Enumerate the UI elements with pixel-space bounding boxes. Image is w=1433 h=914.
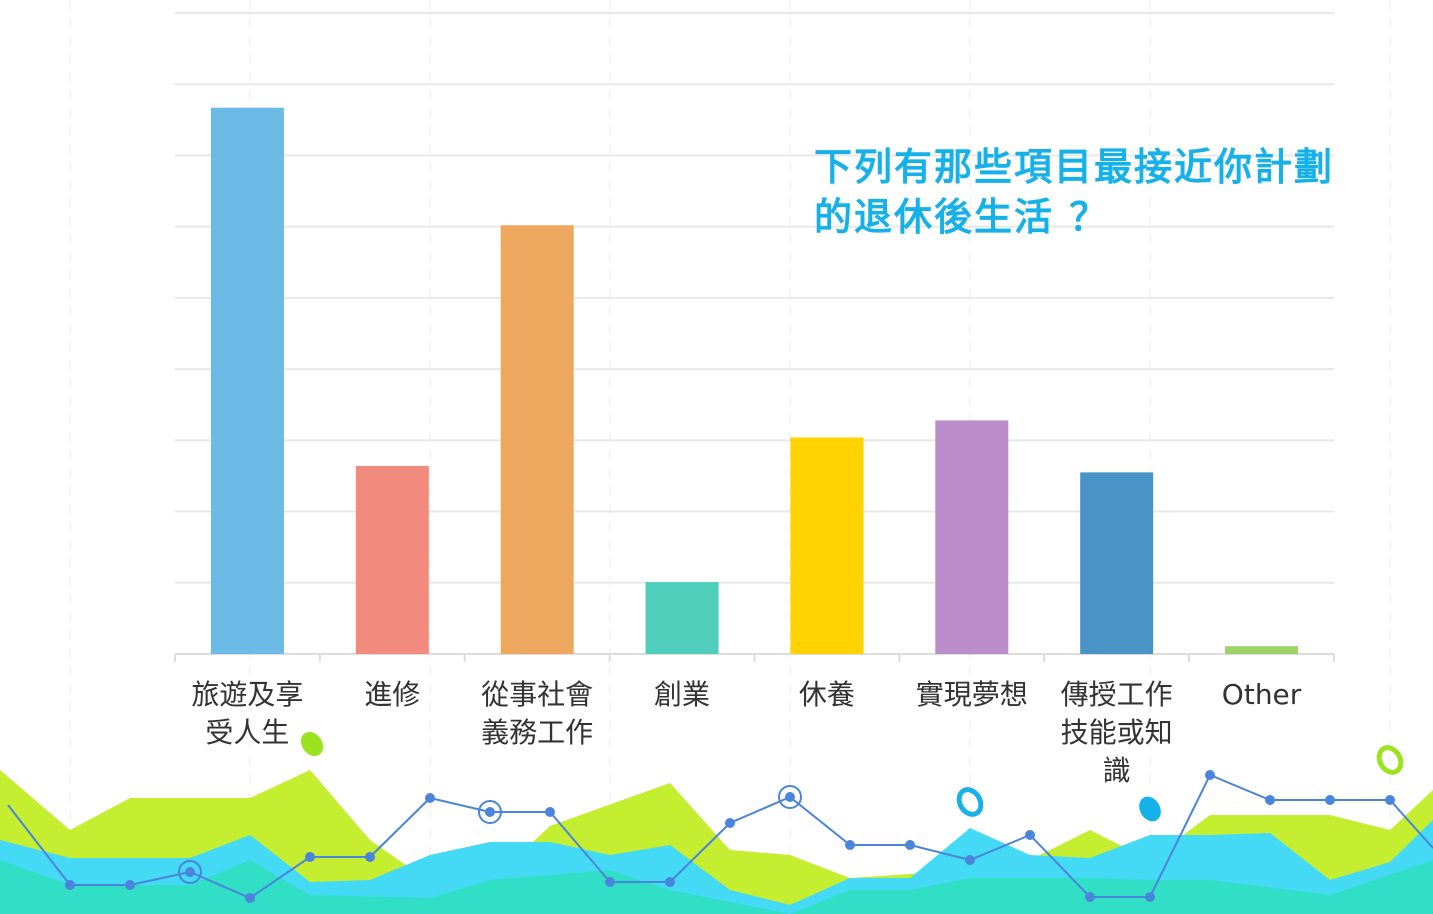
x-tick-label: 創業 (654, 678, 711, 711)
wave-decoration (0, 731, 1433, 914)
x-tick-label: 旅遊及享受人生 (191, 678, 304, 749)
bar (500, 225, 574, 654)
bar (210, 107, 284, 654)
chart-title: 下列有那些項目最接近你計劃的退休後生活 ？ (814, 145, 1335, 239)
x-tick-label: 傳授工作技能或知識 (1060, 678, 1173, 787)
bar (1225, 646, 1299, 654)
bar (790, 437, 864, 654)
bar (355, 465, 429, 654)
bar (645, 582, 719, 654)
bar (1080, 472, 1154, 654)
x-tick-label: 從事社會義務工作 (481, 678, 594, 749)
x-tick-label: Other (1221, 678, 1302, 711)
x-tick-label: 休養 (798, 678, 855, 711)
plot (174, 12, 1335, 662)
x-tick-label: 實現夢想 (915, 678, 1028, 711)
bar (935, 420, 1009, 654)
x-tick-label: 進修 (364, 678, 421, 711)
